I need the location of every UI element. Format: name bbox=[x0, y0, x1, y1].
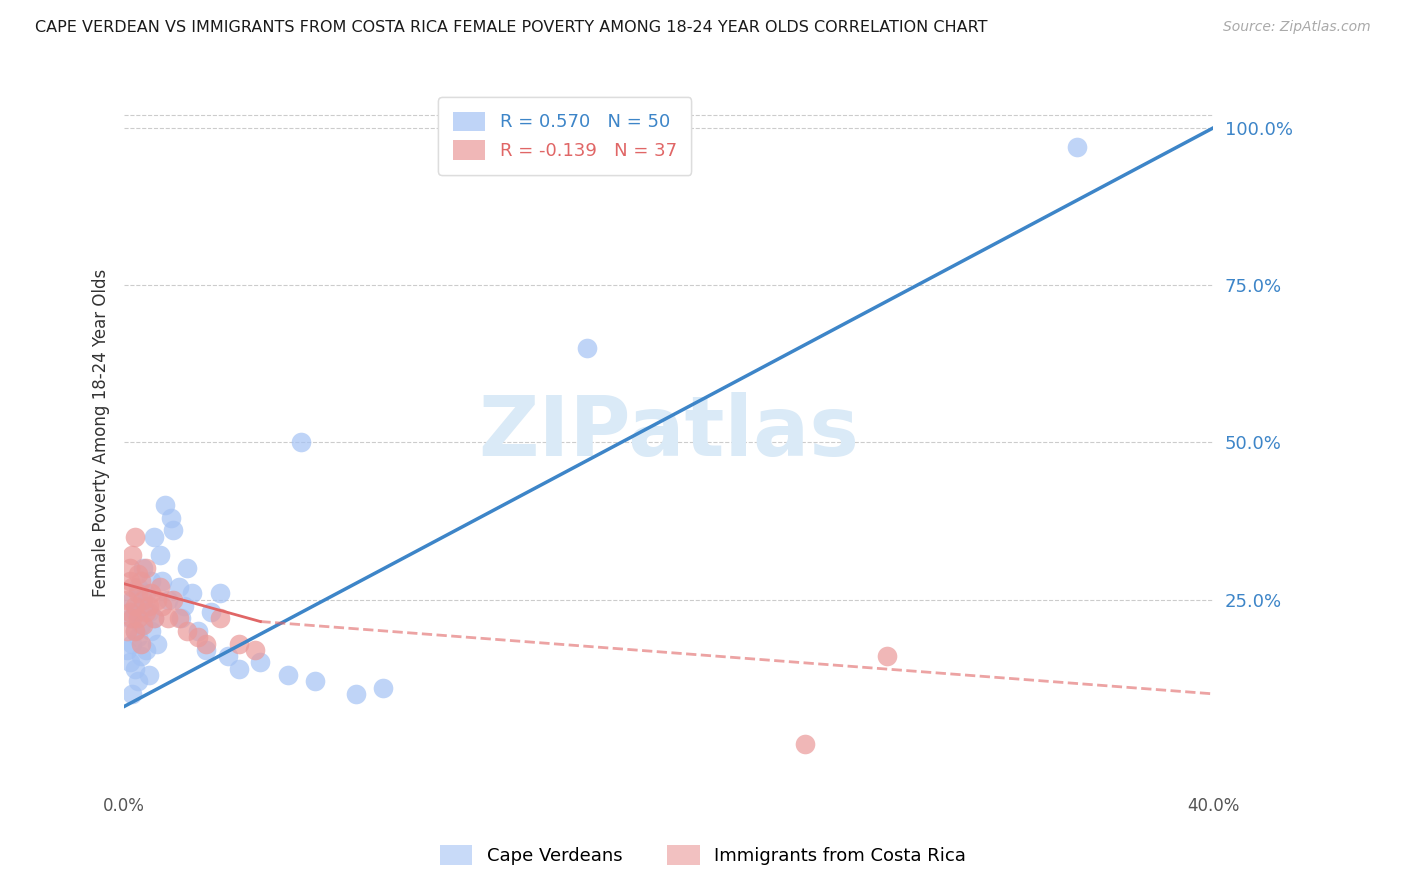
Point bbox=[118, 561, 141, 575]
Point bbox=[876, 649, 898, 664]
Point bbox=[187, 624, 209, 638]
Point bbox=[118, 574, 141, 588]
Point bbox=[304, 674, 326, 689]
Point bbox=[187, 630, 209, 644]
Point bbox=[146, 636, 169, 650]
Point bbox=[208, 611, 231, 625]
Point bbox=[200, 605, 222, 619]
Point bbox=[249, 656, 271, 670]
Point bbox=[129, 574, 152, 588]
Point bbox=[124, 530, 146, 544]
Point bbox=[167, 580, 190, 594]
Point bbox=[167, 611, 190, 625]
Point bbox=[143, 611, 166, 625]
Point bbox=[129, 617, 152, 632]
Point bbox=[132, 617, 155, 632]
Point bbox=[138, 668, 160, 682]
Point bbox=[124, 624, 146, 638]
Point bbox=[129, 649, 152, 664]
Point bbox=[115, 643, 138, 657]
Point bbox=[135, 586, 157, 600]
Point bbox=[138, 605, 160, 619]
Point bbox=[118, 656, 141, 670]
Point bbox=[170, 611, 193, 625]
Point bbox=[149, 580, 172, 594]
Point bbox=[132, 561, 155, 575]
Point bbox=[228, 636, 250, 650]
Point bbox=[181, 586, 204, 600]
Text: CAPE VERDEAN VS IMMIGRANTS FROM COSTA RICA FEMALE POVERTY AMONG 18-24 YEAR OLDS : CAPE VERDEAN VS IMMIGRANTS FROM COSTA RI… bbox=[35, 20, 987, 35]
Point bbox=[576, 341, 599, 355]
Point bbox=[228, 662, 250, 676]
Point bbox=[194, 636, 217, 650]
Y-axis label: Female Poverty Among 18-24 Year Olds: Female Poverty Among 18-24 Year Olds bbox=[93, 268, 110, 597]
Legend: Cape Verdeans, Immigrants from Costa Rica: Cape Verdeans, Immigrants from Costa Ric… bbox=[433, 838, 973, 872]
Point bbox=[162, 592, 184, 607]
Point bbox=[135, 643, 157, 657]
Point bbox=[124, 605, 146, 619]
Point bbox=[121, 580, 143, 594]
Point bbox=[141, 624, 163, 638]
Point bbox=[143, 611, 166, 625]
Point bbox=[121, 611, 143, 625]
Point bbox=[159, 510, 181, 524]
Point bbox=[127, 586, 149, 600]
Point bbox=[243, 643, 266, 657]
Point bbox=[176, 624, 198, 638]
Point bbox=[138, 599, 160, 613]
Point bbox=[118, 605, 141, 619]
Point bbox=[132, 599, 155, 613]
Point bbox=[143, 530, 166, 544]
Point bbox=[150, 599, 173, 613]
Point bbox=[121, 549, 143, 563]
Point bbox=[127, 611, 149, 625]
Point bbox=[118, 611, 141, 625]
Point bbox=[149, 549, 172, 563]
Point bbox=[121, 592, 143, 607]
Text: Source: ZipAtlas.com: Source: ZipAtlas.com bbox=[1223, 20, 1371, 34]
Point bbox=[794, 737, 817, 751]
Point bbox=[153, 498, 176, 512]
Text: ZIPatlas: ZIPatlas bbox=[478, 392, 859, 474]
Point bbox=[162, 524, 184, 538]
Point bbox=[124, 624, 146, 638]
Legend: R = 0.570   N = 50, R = -0.139   N = 37: R = 0.570 N = 50, R = -0.139 N = 37 bbox=[439, 97, 692, 175]
Point bbox=[1066, 139, 1088, 153]
Point bbox=[121, 687, 143, 701]
Point bbox=[129, 636, 152, 650]
Point bbox=[208, 586, 231, 600]
Point bbox=[176, 561, 198, 575]
Point bbox=[371, 681, 394, 695]
Point bbox=[135, 605, 157, 619]
Point bbox=[121, 636, 143, 650]
Point bbox=[194, 643, 217, 657]
Point bbox=[344, 687, 367, 701]
Point bbox=[217, 649, 239, 664]
Point bbox=[127, 567, 149, 582]
Point bbox=[141, 586, 163, 600]
Point bbox=[141, 574, 163, 588]
Point bbox=[156, 592, 179, 607]
Point bbox=[127, 630, 149, 644]
Point bbox=[135, 561, 157, 575]
Point bbox=[173, 599, 195, 613]
Point bbox=[150, 574, 173, 588]
Point bbox=[146, 592, 169, 607]
Point bbox=[115, 592, 138, 607]
Point bbox=[277, 668, 299, 682]
Point bbox=[124, 662, 146, 676]
Point bbox=[127, 580, 149, 594]
Point bbox=[127, 674, 149, 689]
Point bbox=[115, 624, 138, 638]
Point bbox=[290, 435, 312, 450]
Point bbox=[132, 592, 155, 607]
Point bbox=[124, 599, 146, 613]
Point bbox=[156, 611, 179, 625]
